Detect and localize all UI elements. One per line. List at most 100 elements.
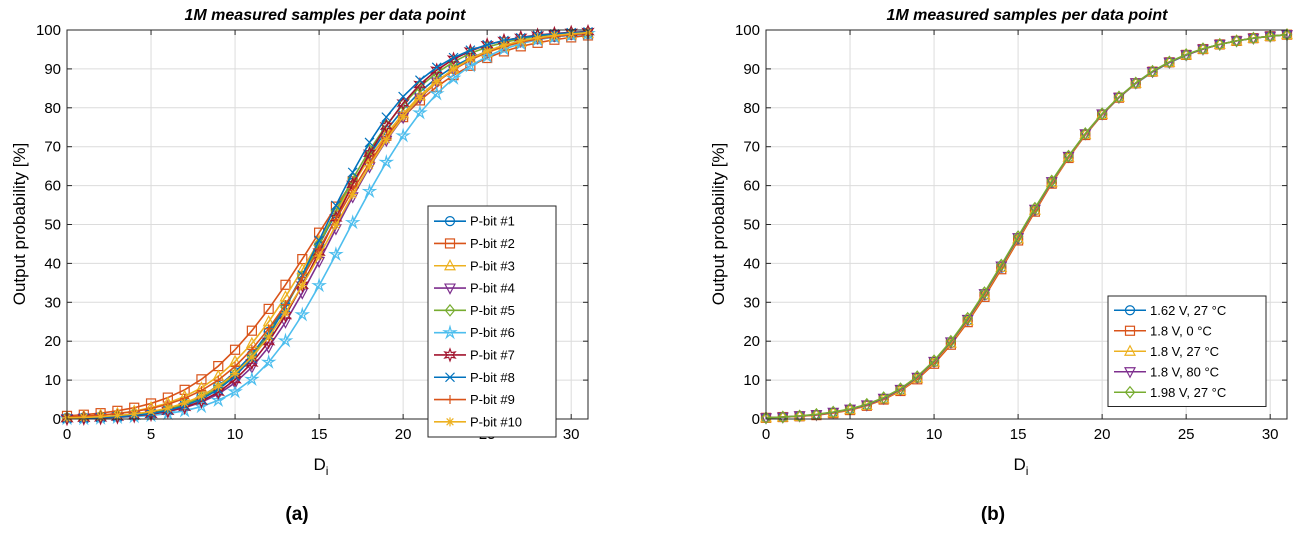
legend-entry-3: 1.8 V, 27 °C bbox=[1114, 344, 1219, 359]
y-tick-label: 0 bbox=[752, 411, 760, 428]
legend-entry-5: 1.98 V, 27 °C bbox=[1114, 385, 1226, 400]
data-point bbox=[279, 317, 292, 329]
data-point bbox=[96, 412, 106, 422]
legend-marker bbox=[445, 372, 455, 383]
legend-marker bbox=[442, 324, 458, 340]
x-tick-label: 5 bbox=[846, 426, 854, 443]
x-axis-label-main: D bbox=[314, 455, 326, 474]
data-point bbox=[415, 75, 425, 86]
data-point bbox=[262, 342, 275, 354]
legend-marker bbox=[1124, 385, 1136, 399]
data-point bbox=[1164, 55, 1175, 69]
data-point bbox=[112, 410, 122, 420]
data-point bbox=[395, 127, 412, 143]
data-point bbox=[465, 54, 475, 64]
data-point bbox=[1063, 149, 1074, 163]
data-point bbox=[1231, 34, 1242, 48]
legend-label: P-bit #9 bbox=[470, 392, 515, 407]
x-tick-label: 0 bbox=[762, 426, 770, 443]
data-point bbox=[227, 383, 243, 399]
panel-b: 1M measured samples per data point Outpu… bbox=[709, 7, 1293, 525]
legend: P-bit #1 P-bit #2 P-bit #3 P-bit #4 P-bit #5… bbox=[427, 205, 557, 438]
data-point bbox=[330, 200, 341, 211]
data-point bbox=[229, 344, 241, 355]
data-point bbox=[430, 62, 444, 78]
data-point bbox=[297, 281, 307, 291]
data-point bbox=[1080, 127, 1091, 140]
data-point bbox=[449, 64, 459, 74]
data-point bbox=[1096, 107, 1108, 121]
legend-label: P-bit #7 bbox=[470, 347, 515, 362]
legend: 1.62 V, 27 °C 1.8 V, 0 °C 1.8 V, 27 °C 1.8 … bbox=[1107, 295, 1267, 407]
data-point bbox=[294, 306, 311, 322]
legend-entry-6: P-bit #6 bbox=[434, 324, 515, 340]
y-tick-label: 100 bbox=[36, 22, 61, 39]
data-point bbox=[928, 358, 940, 369]
x-tick-label: 0 bbox=[63, 426, 71, 443]
x-tick-label: 15 bbox=[1010, 426, 1027, 443]
legend-entry-3: P-bit #3 bbox=[434, 258, 515, 273]
legend-marker bbox=[444, 258, 456, 271]
data-point bbox=[499, 35, 509, 46]
y-tick-label: 20 bbox=[44, 333, 61, 350]
y-tick-label: 90 bbox=[743, 61, 760, 78]
data-point bbox=[1112, 90, 1125, 102]
legend-label: P-bit #8 bbox=[470, 370, 515, 385]
data-point bbox=[398, 91, 409, 102]
y-tick-label: 70 bbox=[743, 139, 760, 156]
data-point bbox=[794, 409, 805, 423]
y-tick-label: 50 bbox=[44, 217, 61, 234]
data-point bbox=[314, 251, 324, 261]
data-point bbox=[962, 311, 973, 325]
data-point bbox=[261, 333, 276, 350]
data-point bbox=[260, 353, 277, 369]
data-point bbox=[412, 104, 428, 120]
data-point bbox=[381, 135, 391, 145]
y-tick-label: 60 bbox=[743, 178, 760, 195]
legend-marker bbox=[444, 216, 456, 227]
data-point bbox=[516, 36, 526, 46]
data-point bbox=[297, 273, 307, 283]
data-point bbox=[396, 95, 410, 111]
legend-marker bbox=[445, 417, 455, 427]
legend-label: P-bit #2 bbox=[470, 236, 515, 251]
data-point bbox=[482, 46, 492, 56]
legend-entry-5: P-bit #5 bbox=[434, 303, 515, 318]
data-point bbox=[247, 344, 257, 354]
data-point bbox=[979, 286, 990, 300]
data-point bbox=[379, 118, 394, 134]
data-point bbox=[243, 371, 260, 387]
data-point bbox=[1079, 129, 1092, 141]
y-axis-label: Output probability [%] bbox=[10, 143, 29, 306]
data-point bbox=[895, 382, 906, 396]
x-axis-label: Di bbox=[314, 455, 329, 478]
data-point bbox=[1214, 37, 1226, 51]
data-point bbox=[1264, 29, 1276, 43]
legend-entry-4: 1.8 V, 80 °C bbox=[1114, 364, 1219, 379]
data-point bbox=[1197, 42, 1209, 56]
data-point bbox=[245, 355, 259, 371]
x-axis-label-main: D bbox=[1014, 455, 1026, 474]
data-point bbox=[263, 303, 274, 315]
data-point bbox=[878, 391, 889, 405]
x-axis-label: Di bbox=[1014, 455, 1029, 478]
y-tick-label: 10 bbox=[743, 372, 760, 389]
data-point bbox=[428, 85, 445, 101]
legend-entry-8: P-bit #8 bbox=[434, 370, 515, 385]
legend-marker bbox=[444, 238, 456, 249]
data-point bbox=[196, 391, 206, 401]
data-point bbox=[462, 57, 479, 73]
data-point bbox=[1130, 76, 1142, 90]
chart-title: 1M measured samples per data point bbox=[185, 7, 467, 24]
legend-label: P-bit #3 bbox=[470, 258, 515, 273]
series-line bbox=[765, 33, 1288, 419]
legend-entry-7: P-bit #7 bbox=[434, 347, 515, 363]
data-point bbox=[280, 279, 291, 290]
y-tick-label: 10 bbox=[44, 372, 61, 389]
data-point bbox=[280, 308, 290, 318]
y-tick-label: 40 bbox=[44, 255, 61, 272]
data-point bbox=[163, 403, 173, 413]
legend-marker bbox=[444, 283, 456, 295]
